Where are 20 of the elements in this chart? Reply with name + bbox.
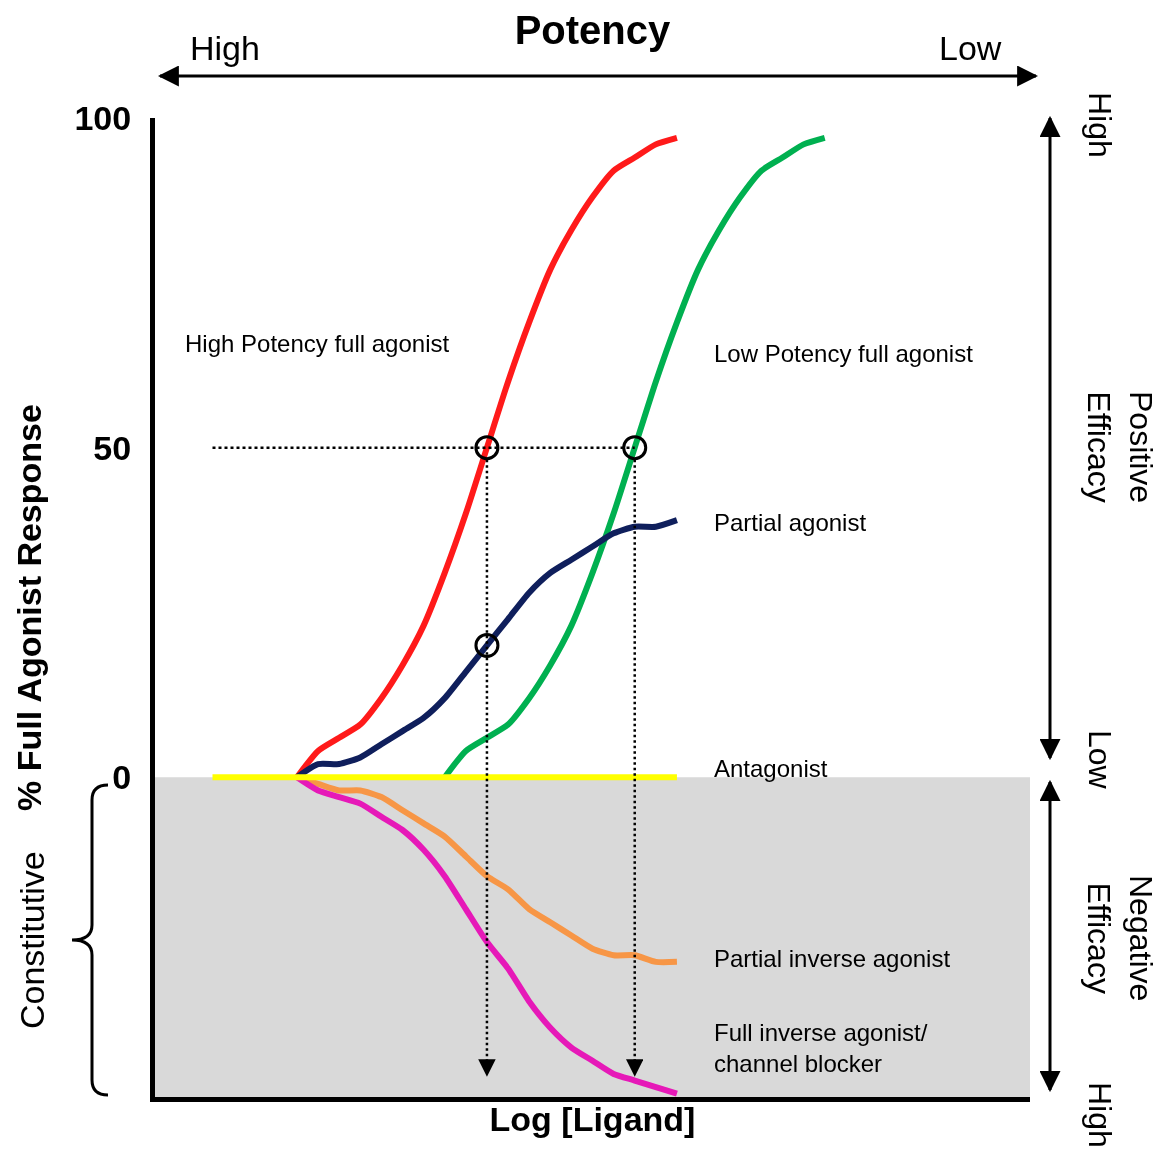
y-tick-label: 50 bbox=[93, 428, 132, 467]
text: Constitutive bbox=[13, 851, 51, 1029]
series-label: Partial agonist bbox=[714, 509, 867, 536]
text: Low bbox=[939, 29, 1002, 67]
y-tick-label: 0 bbox=[112, 758, 132, 797]
text: High Potency full agonist bbox=[185, 330, 450, 357]
text: Positive Efficacy bbox=[1081, 391, 1159, 504]
series-label: Antagonist bbox=[714, 755, 828, 782]
text: High bbox=[1082, 92, 1118, 158]
text: High bbox=[190, 29, 260, 67]
y-tick-label: 100 bbox=[74, 98, 132, 137]
x-axis-title: Log [Ligand] bbox=[489, 1100, 696, 1139]
series-label: Partial inverse agonist bbox=[714, 945, 951, 972]
text: Low bbox=[1082, 730, 1118, 790]
chart-title: Potency bbox=[514, 8, 672, 52]
y-axis-title: % Full Agonist Response bbox=[10, 404, 49, 811]
series-label: Low Potency full agonist bbox=[714, 340, 974, 367]
text: Negative Efficacy bbox=[1081, 875, 1159, 1002]
text: High bbox=[1082, 1082, 1118, 1148]
series-label: Full inverse agonist/ channel blocker bbox=[714, 1019, 928, 1078]
